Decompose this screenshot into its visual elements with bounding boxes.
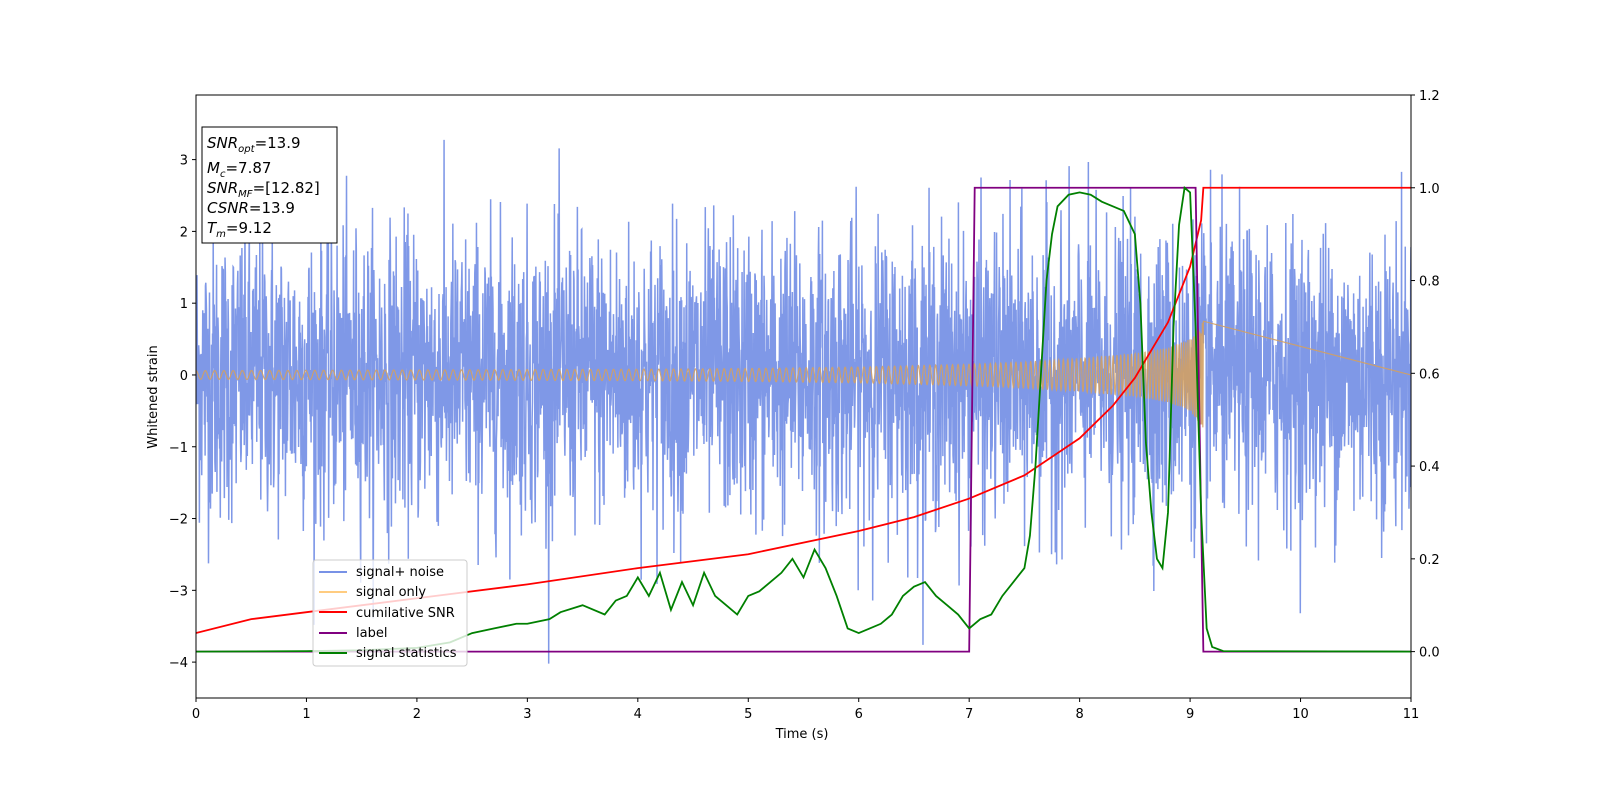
legend-label-label: label (356, 626, 387, 641)
x-tick-label: 11 (1403, 707, 1420, 722)
stats-box: SNRopt=13.9 Mc=7.87 SNRMF=[12.82] CSNR=1… (201, 126, 338, 244)
y-left-tick-label: 2 (180, 225, 188, 240)
stat-snr-opt: SNRopt=13.9 (207, 134, 301, 155)
x-tick-label: 7 (965, 707, 973, 722)
x-axis: 0 1 2 3 4 5 6 7 8 9 10 11 (192, 698, 1419, 722)
y-left-tick-label: −1 (169, 441, 188, 456)
x-tick-label: 6 (855, 707, 863, 722)
stat-csnr: CSNR=13.9 (207, 199, 295, 217)
y-right-tick-label: 0.6 (1419, 367, 1440, 382)
series-signal-noise (196, 139, 1411, 664)
y-right-tick-label: 1.0 (1419, 182, 1440, 197)
x-tick-label: 10 (1292, 707, 1309, 722)
y-left-tick-label: −4 (169, 656, 188, 671)
x-tick-label: 8 (1075, 707, 1083, 722)
legend-label-signal: signal only (356, 585, 426, 600)
y-axis-left: −4 −3 −2 −1 0 1 2 3 (169, 154, 196, 671)
x-tick-label: 5 (744, 707, 752, 722)
x-tick-label: 9 (1186, 707, 1194, 722)
x-tick-label: 2 (413, 707, 421, 722)
series-signal-only (196, 320, 1411, 428)
y-right-tick-label: 0.0 (1419, 646, 1440, 661)
y-axis-label: Whitened strain (146, 345, 161, 448)
x-tick-label: 3 (523, 707, 531, 722)
y-left-tick-label: 3 (180, 154, 188, 169)
stat-mc: Mc=7.87 (207, 159, 271, 180)
x-axis-label: Time (s) (775, 727, 829, 742)
x-tick-label: 4 (634, 707, 642, 722)
stat-tm: Tm=9.12 (207, 219, 272, 240)
legend-label-statistics: signal statistics (356, 646, 457, 661)
legend: signal+ noise signal only cumilative SNR… (312, 559, 468, 667)
y-left-tick-label: −3 (169, 584, 188, 599)
x-tick-label: 1 (302, 707, 310, 722)
y-axis-right: 0.0 0.2 0.4 0.6 0.8 1.0 1.2 (1411, 89, 1440, 661)
stat-snr-mf: SNRMF=[12.82] (207, 179, 320, 200)
y-right-tick-label: 1.2 (1419, 89, 1440, 104)
legend-label-cumulative: cumilative SNR (356, 606, 455, 621)
series-signal-statistics (196, 186, 1411, 653)
y-left-tick-label: −2 (169, 513, 188, 528)
x-tick-label: 0 (192, 707, 200, 722)
y-right-tick-label: 0.2 (1419, 553, 1440, 568)
y-right-tick-label: 0.4 (1419, 460, 1440, 475)
stats-box-frame (201, 126, 338, 244)
plot-frame (195, 94, 1412, 699)
legend-label-noise: signal+ noise (356, 565, 444, 580)
y-right-tick-label: 0.8 (1419, 275, 1440, 290)
legend-frame (312, 559, 468, 667)
y-left-tick-label: 0 (180, 369, 188, 384)
y-left-tick-label: 1 (180, 297, 188, 312)
